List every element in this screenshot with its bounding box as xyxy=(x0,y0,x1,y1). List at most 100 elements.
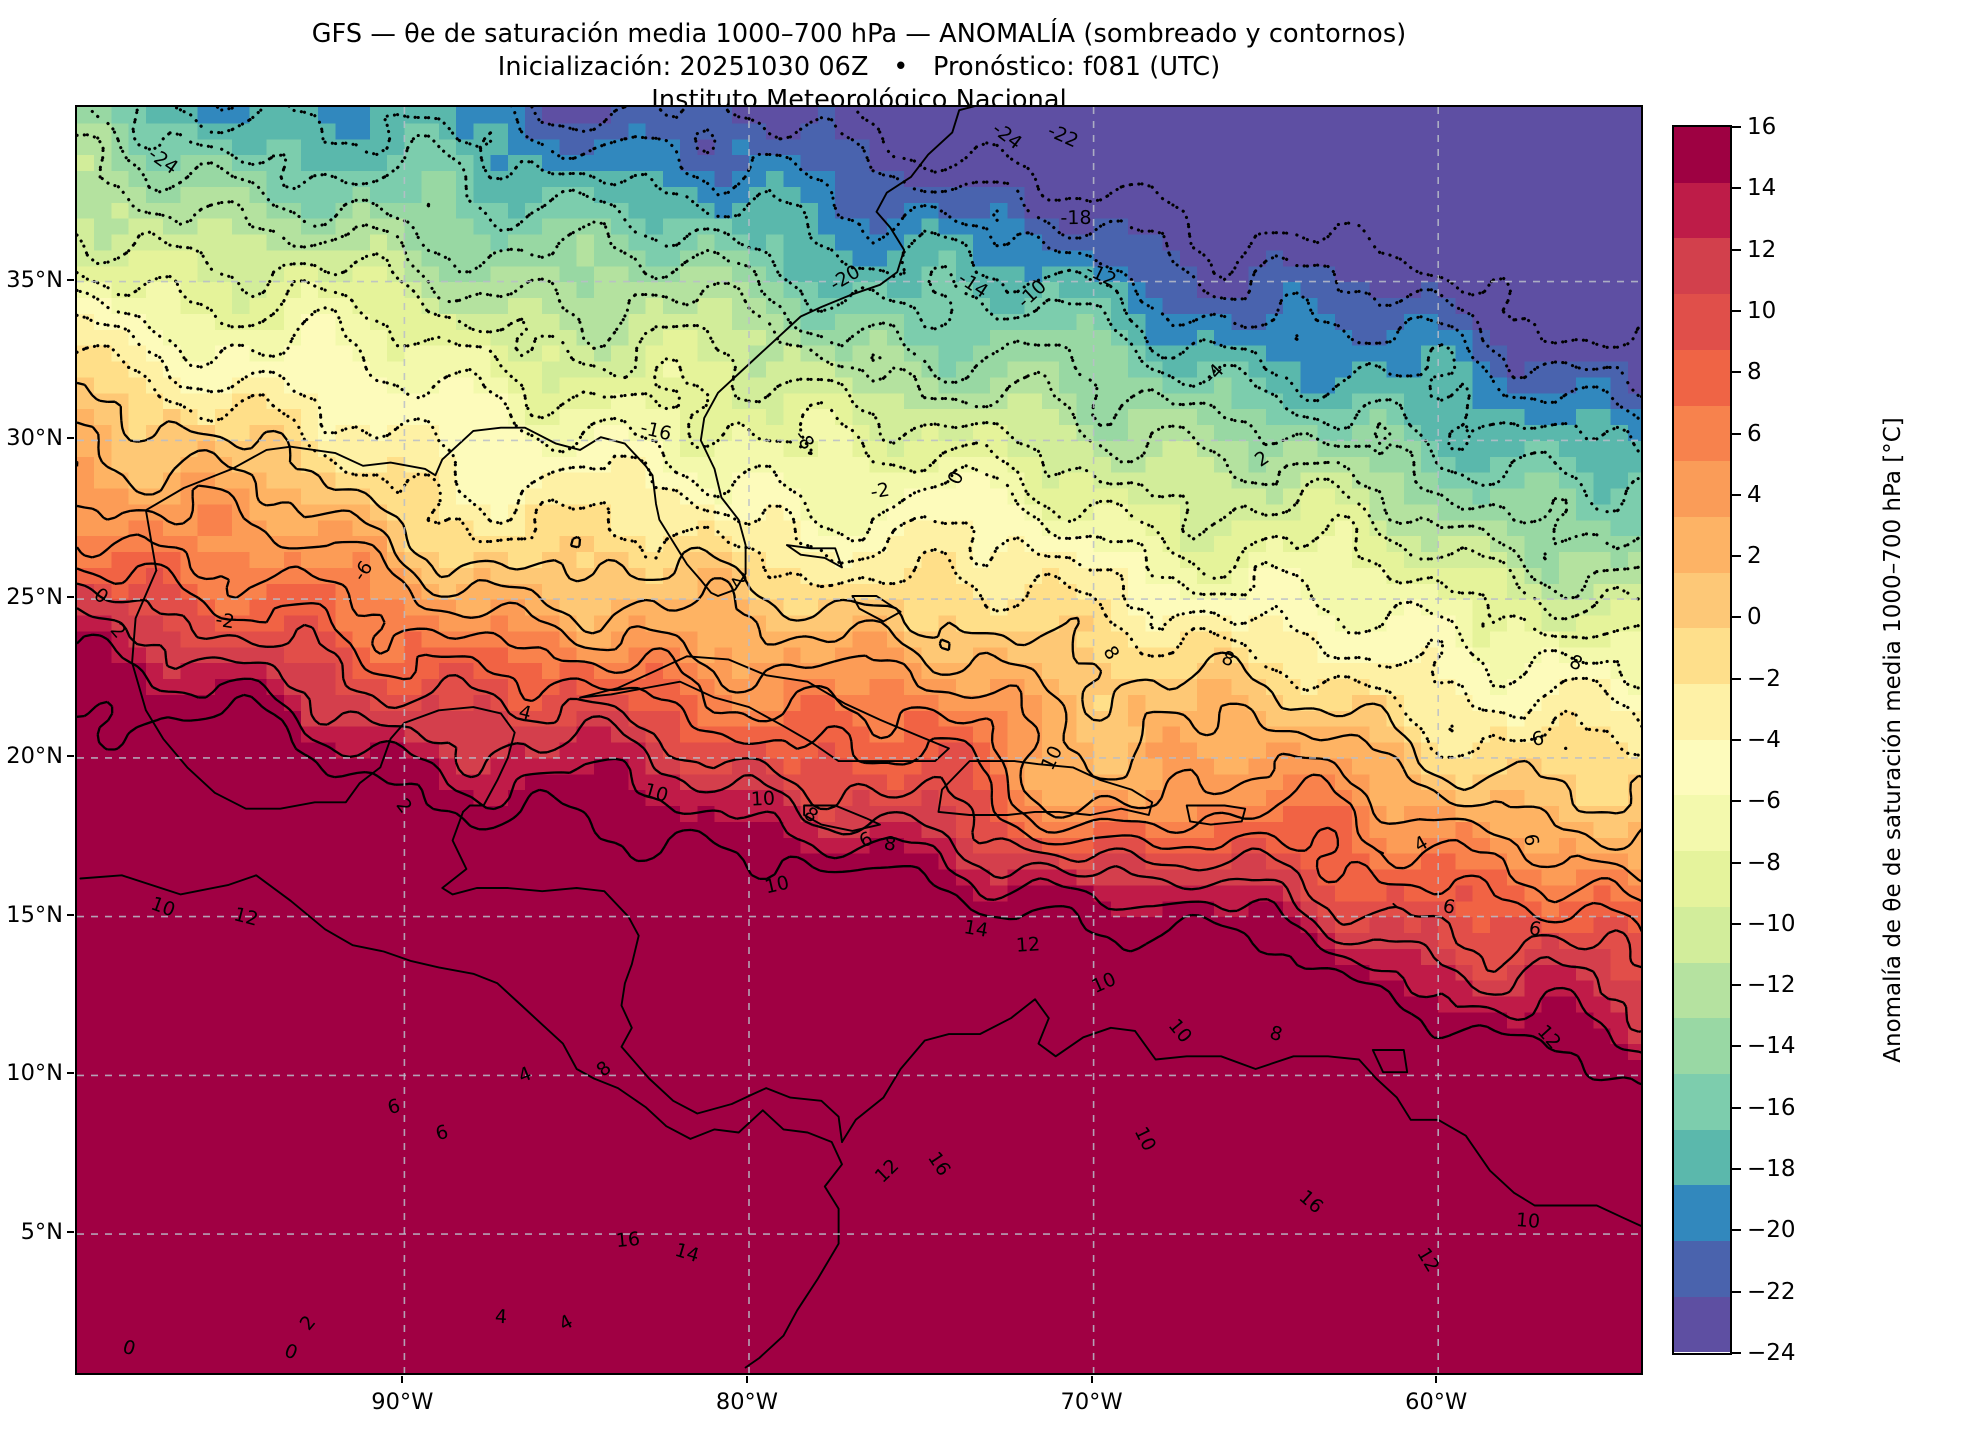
colorbar-band-19 xyxy=(1674,1185,1730,1242)
colorbar-tick-mark xyxy=(1732,800,1741,803)
latitude-tick-label: 25°N xyxy=(6,584,63,611)
contour-label: 12 xyxy=(231,902,261,931)
contour-label: 8 xyxy=(592,1056,616,1082)
colorbar-band-2 xyxy=(1674,238,1730,295)
colorbar-tick-label: 0 xyxy=(1747,604,1762,631)
contour-label: 6 xyxy=(1526,917,1543,942)
colorbar-tick-label: 2 xyxy=(1747,543,1762,570)
contour-label: 6 xyxy=(433,1120,452,1145)
contour-label: -8 xyxy=(789,426,819,455)
colorbar-tick-label: −22 xyxy=(1747,1278,1796,1305)
longitude-tick-label: 70°W xyxy=(1060,1389,1123,1415)
contour-label: -24 xyxy=(144,143,183,179)
contour-label: 0 xyxy=(119,1336,138,1361)
latitude-tick-label: 5°N xyxy=(20,1219,63,1246)
contour-label: 8 xyxy=(1267,1021,1286,1047)
colorbar-tick-mark xyxy=(1732,248,1741,251)
title-line-3: Instituto Meteorológico Nacional xyxy=(651,85,1067,116)
contour-layer xyxy=(77,107,1641,1373)
title-line-1: GFS — θe de saturación media 1000–700 hP… xyxy=(311,19,1407,49)
latitude-tick-mark xyxy=(67,913,74,916)
contour-label: 0 xyxy=(281,1339,301,1365)
colorbar-band-17 xyxy=(1674,1073,1730,1130)
contour-label: -14 xyxy=(953,267,993,303)
contour-label: 2 xyxy=(391,793,417,818)
colorbar-tick-mark xyxy=(1732,1290,1741,1293)
longitude-tick-mark xyxy=(1435,1376,1438,1383)
map-plot-area[interactable]: -24 -22 -24 -18 -20 -14 -12 -10 -4 -16 -8 2 -2 0 -6 2 0-… xyxy=(75,105,1643,1375)
contour-label: -10 xyxy=(1012,275,1051,313)
colorbar-tick-mark xyxy=(1732,1106,1741,1109)
contour-label-layer: -24 -22 -24 -18 -20 -14 -12 -10 -4 -16 -8 2 -2 0 -6 2 0-… xyxy=(77,107,1641,1373)
colorbar-tick-label: −2 xyxy=(1747,665,1781,692)
colorbar-tick-mark xyxy=(1732,1229,1741,1232)
colorbar-tick-mark xyxy=(1732,493,1741,496)
colorbar-gradient xyxy=(1672,125,1732,1355)
contour-label: 10 xyxy=(641,778,671,807)
title-line-2: Inicialización: 20251030 06Z • Pronóstic… xyxy=(497,52,1221,83)
colorbar-tick-label: 10 xyxy=(1747,298,1777,325)
contour-label: 2 xyxy=(1251,446,1274,472)
colorbar-tick-label: −20 xyxy=(1747,1217,1796,1244)
colorbar-tick-mark xyxy=(1732,616,1741,619)
contour-label: 6 xyxy=(1519,832,1544,849)
contour-label: -4 xyxy=(1199,359,1229,389)
latitude-tick-mark xyxy=(67,1231,74,1234)
longitude-tick-mark xyxy=(1090,1376,1093,1383)
contour-label: -16 xyxy=(638,416,674,446)
colorbar-band-9 xyxy=(1674,628,1730,685)
colorbar-band-8 xyxy=(1674,572,1730,629)
longitude-tick-mark xyxy=(746,1376,748,1383)
anomaly-shading-layer xyxy=(77,107,1641,1373)
contour-label: 4 xyxy=(515,1062,535,1088)
longitude-tick-label: 80°W xyxy=(715,1389,779,1415)
latitude-tick-mark xyxy=(67,596,74,599)
colorbar-tick-label: −12 xyxy=(1747,972,1796,999)
contour-label: 14 xyxy=(962,916,991,943)
graticule-grid-layer xyxy=(77,107,1641,1373)
contour-label: 12 xyxy=(870,1154,904,1187)
contour-label: -20 xyxy=(826,261,865,296)
colorbar-tick-mark xyxy=(1732,126,1741,129)
colorbar-tick-label: −14 xyxy=(1747,1033,1796,1060)
colorbar-tick-mark xyxy=(1732,984,1741,987)
colorbar-tick-label: −4 xyxy=(1747,727,1781,753)
colorbar-band-11 xyxy=(1674,739,1730,796)
colorbar-band-15 xyxy=(1674,962,1730,1019)
latitude-tick-mark xyxy=(67,1072,74,1075)
contour-label: -2 xyxy=(214,608,237,634)
contour-label: 8 xyxy=(1098,642,1124,665)
contour-label: 4 xyxy=(555,1310,577,1336)
contour-label: 16 xyxy=(922,1148,955,1181)
colorbar-band-20 xyxy=(1674,1241,1730,1297)
colorbar-tick-label: 14 xyxy=(1747,175,1777,202)
colorbar-tick-label: −10 xyxy=(1747,910,1796,937)
contour-label: 4 xyxy=(516,701,534,726)
colorbar-band-16 xyxy=(1674,1018,1730,1074)
colorbar-band-21 xyxy=(1674,1296,1730,1353)
contour-label: 4 xyxy=(1410,831,1432,857)
contour-label: -12 xyxy=(1081,258,1120,292)
coastline-layer xyxy=(77,107,1641,1373)
colorbar-tick-mark xyxy=(1732,432,1741,435)
contour-label: 16 xyxy=(1294,1186,1328,1219)
contour-label: 12 xyxy=(1015,933,1041,957)
contour-label: 8 xyxy=(1566,650,1586,676)
colorbar-tick-label: 8 xyxy=(1747,359,1762,386)
colorbar-tick-mark xyxy=(1732,371,1741,374)
contour-label: 6 xyxy=(1530,726,1547,751)
colorbar-tick-mark xyxy=(1732,1351,1741,1354)
contour-label: 10 xyxy=(147,892,179,922)
contour-label: -2 xyxy=(868,478,892,504)
figure-title-block: GFS — θe de saturación media 1000–700 hP… xyxy=(75,18,1643,117)
latitude-tick-label: 30°N xyxy=(6,425,63,452)
contour-label: 10 xyxy=(1037,742,1068,774)
contour-label: 2 xyxy=(295,1311,321,1335)
colorbar-tick-label: −18 xyxy=(1747,1155,1796,1182)
colorbar-container[interactable]: 16 14 12 10 8 6 4 2 0 −2 −4 −6 −8 −10 −12 −14 −16 −18 −20 −… xyxy=(1672,114,1796,1366)
colorbar-band-1 xyxy=(1674,182,1730,239)
colorbar-tick-mark xyxy=(1732,677,1741,680)
contour-label: 14 xyxy=(672,1239,702,1268)
contour-label: 10 xyxy=(1088,968,1120,999)
contour-label: 4 xyxy=(494,1305,508,1329)
